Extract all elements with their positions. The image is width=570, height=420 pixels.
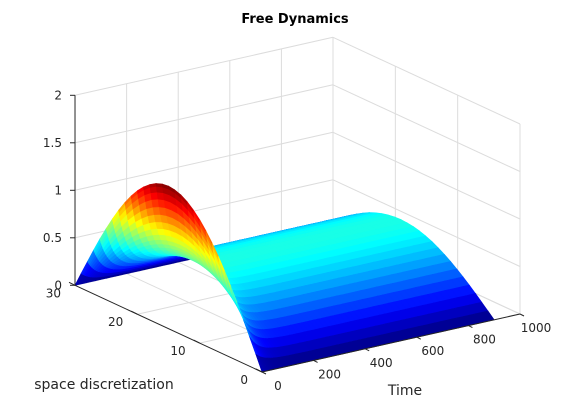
axes <box>68 94 525 375</box>
y-tick-mark <box>193 339 200 344</box>
z-tick-label: 1.5 <box>43 136 62 150</box>
x-tick-mark <box>519 313 525 317</box>
x-tick-label: 400 <box>370 356 393 370</box>
y-tick-label: 20 <box>108 315 123 329</box>
y-axis-label: space discretization <box>34 377 173 393</box>
back-wall-grid-line <box>74 36 334 96</box>
y-tick-label: 0 <box>240 373 248 387</box>
x-tick-label: 200 <box>318 367 341 381</box>
x-tick-label: 0 <box>274 379 282 393</box>
y-tick-label: 30 <box>46 286 61 300</box>
side-wall-grid-line <box>332 84 521 172</box>
z-tick-label: 0 <box>54 278 62 292</box>
chart-title: Free Dynamics <box>241 12 349 27</box>
z-tick-label: 1 <box>54 183 62 197</box>
back-wall-grid-line <box>74 84 334 144</box>
x-tick-mark <box>416 336 422 340</box>
surface-patch <box>155 183 163 188</box>
x-axis-label: Time <box>387 383 422 399</box>
back-wall-grid-line <box>74 131 334 191</box>
z-tick-label: 2 <box>54 88 62 102</box>
side-wall-grid-line <box>332 131 521 220</box>
x-tick-label: 800 <box>473 333 496 347</box>
z-tick-label: 0.5 <box>43 231 62 245</box>
x-tick-label: 600 <box>421 344 444 358</box>
x-tick-mark <box>261 371 267 375</box>
side-wall-grid-line <box>332 36 521 125</box>
y-tick-mark <box>131 310 138 315</box>
surface-patch <box>156 186 164 194</box>
surface-patch <box>149 183 157 188</box>
x-tick-mark <box>364 348 370 352</box>
y-tick-label: 10 <box>170 344 185 358</box>
x-tick-label: 1000 <box>521 321 552 335</box>
x-tick-mark <box>313 359 318 363</box>
surface-plot <box>74 183 495 373</box>
x-axis-line <box>261 313 521 373</box>
side-wall-grid-line <box>332 179 521 267</box>
y-tick-mark <box>255 368 263 373</box>
y-axis-line <box>74 284 263 373</box>
x-tick-mark <box>468 325 473 329</box>
